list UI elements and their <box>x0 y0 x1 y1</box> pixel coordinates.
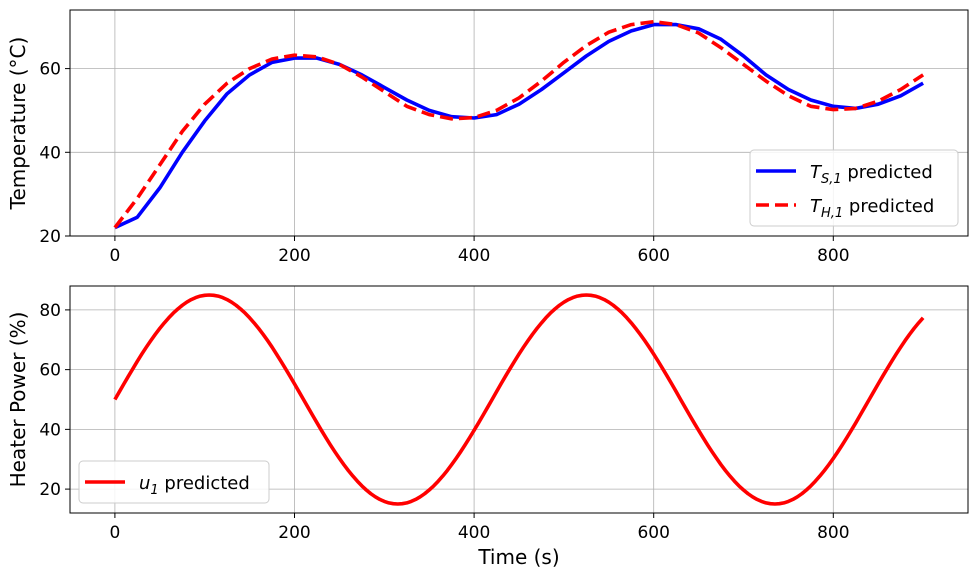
x-tick-label: 600 <box>637 246 669 266</box>
legend-box <box>749 149 959 227</box>
x-axis-label: Time (s) <box>477 545 559 569</box>
axes-frame-heater <box>69 285 969 514</box>
x-tick-label: 800 <box>817 246 849 266</box>
x-tick-label: 800 <box>817 523 849 543</box>
x-tick-label: 200 <box>278 523 310 543</box>
panel-temperature: 0 200 400 600 800 20 40 60 Temperature (°C) TS,1 … <box>6 9 969 266</box>
y-tick-label: 40 <box>39 143 61 163</box>
x-tick-label: 200 <box>278 246 310 266</box>
x-tick-label: 400 <box>458 523 490 543</box>
axes-frame-temperature <box>69 9 969 237</box>
y-tick-label: 40 <box>39 420 61 440</box>
panel-heater: 0 200 400 600 800 20 40 60 80 Heater Power (%) Tim… <box>6 285 969 569</box>
y-tick-label: 20 <box>39 227 61 247</box>
series-line-temperature-0 <box>114 22 924 230</box>
y-tick-label: 80 <box>39 301 61 321</box>
y-tick-label: 60 <box>39 60 61 80</box>
legend-heater: u1 predicted <box>78 460 270 504</box>
legend-label: TH,1 predicted <box>810 196 934 221</box>
series-line-temperature-1 <box>113 19 925 229</box>
y-tick-label: 20 <box>39 480 61 500</box>
legend-label: TS,1 predicted <box>810 162 933 187</box>
series-line-heater-0 <box>113 293 925 506</box>
y-tick-label: 60 <box>39 361 61 381</box>
y-axis-label-temperature: Temperature (°C) <box>6 37 30 211</box>
legend-temperature: TS,1 predicted TH,1 predicted <box>749 149 959 227</box>
x-tick-label: 0 <box>109 523 120 543</box>
x-tick-label: 400 <box>458 246 490 266</box>
y-axis-label-heater: Heater Power (%) <box>6 312 30 488</box>
x-tick-label: 600 <box>637 523 669 543</box>
legend-label: u1 predicted <box>139 473 250 498</box>
x-tick-label: 0 <box>109 246 120 266</box>
legend-box <box>78 460 270 504</box>
